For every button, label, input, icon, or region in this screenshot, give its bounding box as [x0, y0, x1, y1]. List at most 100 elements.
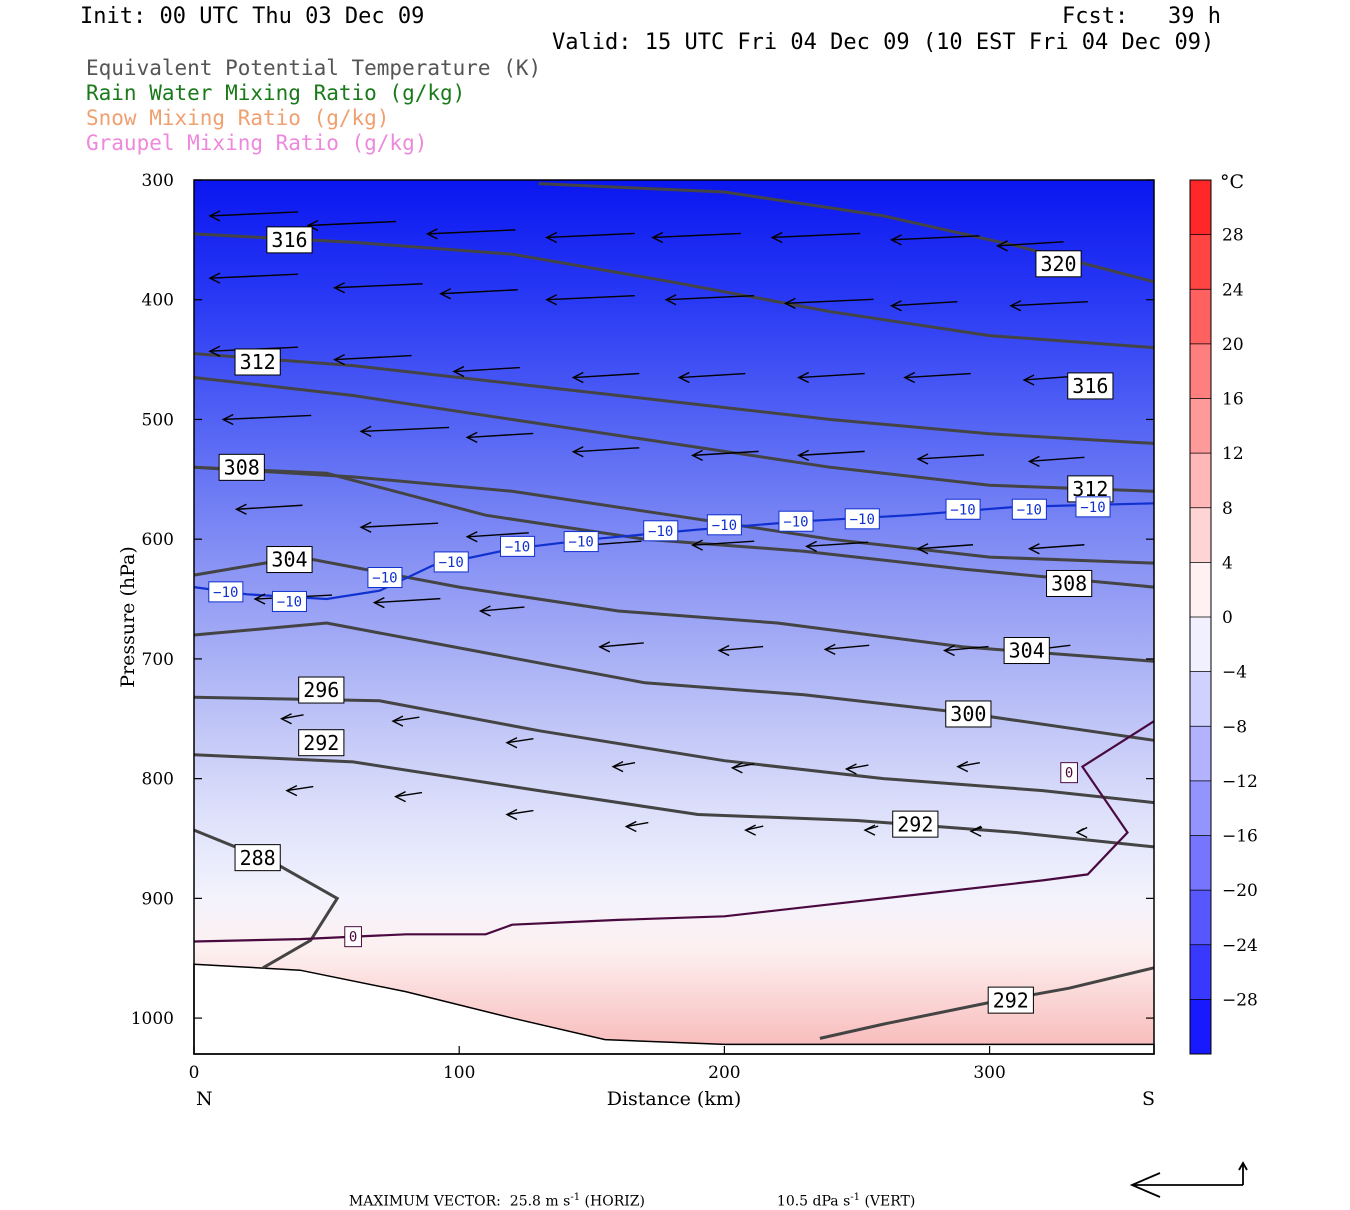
- colorbar-bin: [1190, 289, 1211, 345]
- wind-arrow: [394, 790, 423, 803]
- theta-e-label: 316: [1067, 372, 1114, 400]
- temperature-shading: [194, 180, 1154, 1054]
- theta-e-label: 292: [987, 986, 1034, 1014]
- max-vector-title: MAXIMUM VECTOR:: [348, 1193, 501, 1210]
- theta-e-contour: [193, 232, 1155, 350]
- wind-arrow: [571, 446, 640, 458]
- colorbar-tick-label: −28: [1222, 990, 1258, 1010]
- colorbar-bin: [1190, 507, 1211, 563]
- wind-arrow: [465, 531, 529, 543]
- y-tick-label: 700: [142, 650, 174, 670]
- colorbar-bin: [1190, 234, 1211, 290]
- wind-arrow: [969, 825, 983, 837]
- wind-arrow: [333, 353, 412, 366]
- colorbar-tick-label: 24: [1222, 280, 1244, 300]
- wind-arrow: [598, 641, 644, 653]
- wind-arrow: [805, 540, 869, 552]
- wind-arrow: [624, 820, 649, 833]
- wind-arrow: [208, 272, 298, 284]
- isotherm-minus10-label: −10: [563, 531, 599, 553]
- wind-arrow: [956, 761, 980, 773]
- wind-arrow: [279, 713, 304, 725]
- wind-arrow: [844, 763, 869, 775]
- svg-text:296: 296: [303, 678, 339, 702]
- x-tick-label: 0: [189, 1063, 200, 1083]
- isotherm-minus10-label: −10: [433, 551, 469, 573]
- svg-text:−10: −10: [1017, 502, 1042, 518]
- theta-e-contour: [193, 753, 1155, 849]
- colorbar-bin: [1190, 999, 1211, 1055]
- wind-arrow: [545, 231, 635, 244]
- wind-arrow: [359, 521, 439, 533]
- svg-text:316: 316: [271, 228, 307, 252]
- wind-arrow: [797, 371, 865, 384]
- colorbar-bin: [1190, 944, 1211, 1000]
- y-tick-label: 900: [142, 889, 174, 909]
- wind-arrow: [863, 824, 879, 836]
- wind-arrow: [425, 228, 516, 240]
- svg-text:0: 0: [349, 930, 357, 946]
- max-vector-vert-exp: -1: [850, 1192, 861, 1203]
- x-end-right: S: [1142, 1088, 1155, 1110]
- theta-e-label: 308: [1046, 569, 1093, 597]
- wind-arrow: [664, 294, 755, 306]
- colorbar-tick-label: −24: [1222, 936, 1258, 956]
- max-vector-horiz-exp: -1: [570, 1192, 581, 1203]
- svg-text:−10: −10: [277, 594, 302, 610]
- wind-arrow: [221, 413, 312, 426]
- valid-time: Valid: 15 UTC Fri 04 Dec 09 (10 EST Fri …: [552, 30, 1215, 55]
- wind-arrow: [730, 762, 755, 774]
- wind-arrow: [505, 737, 534, 749]
- max-vector-legend-icon: [1129, 1161, 1248, 1198]
- isotherm-minus10-label: −10: [1011, 498, 1047, 520]
- wind-arrow: [611, 761, 636, 773]
- max-vector-vert-value: 10.5 dPa s: [776, 1193, 851, 1210]
- colorbar-bin: [1190, 835, 1211, 891]
- y-tick-label: 400: [142, 291, 174, 311]
- colorbar-bin: [1190, 453, 1211, 509]
- svg-text:−10: −10: [850, 512, 875, 528]
- wind-arrow: [333, 282, 423, 294]
- wind-arrow: [359, 425, 450, 438]
- wind-arrow: [744, 824, 764, 836]
- svg-text:304: 304: [1009, 639, 1045, 663]
- colorbar-bin: [1190, 562, 1211, 618]
- y-tick-label: 1000: [131, 1009, 174, 1029]
- field-rain: Rain Water Mixing Ratio (g/kg): [86, 81, 466, 105]
- isotherm-minus10-label: −10: [643, 520, 679, 542]
- colorbar-bin: [1190, 180, 1211, 236]
- wind-arrow: [208, 210, 298, 222]
- theta-e-label: 300: [945, 700, 992, 728]
- svg-text:−10: −10: [1080, 500, 1105, 516]
- wind-arrow: [942, 644, 989, 657]
- svg-text:288: 288: [240, 846, 276, 870]
- isotherm-minus10-label: −10: [500, 535, 536, 557]
- colorbar-bin: [1190, 780, 1211, 836]
- isotherm-minus10-label: −10: [367, 566, 403, 588]
- colorbar-bin: [1190, 890, 1211, 946]
- wind-arrow: [285, 784, 314, 797]
- isotherm-zero-label: 0: [344, 926, 362, 948]
- isotherm-minus10-label: −10: [1075, 496, 1111, 518]
- wind-arrow: [465, 431, 534, 444]
- wind-arrow: [691, 449, 759, 461]
- svg-text:316: 316: [1072, 374, 1108, 398]
- wind-arrow: [797, 449, 865, 461]
- wind-arrow: [1027, 455, 1085, 467]
- wind-arrow: [306, 219, 397, 232]
- isotherm-minus10-label: −10: [945, 498, 981, 520]
- colorbar-tick-label: 16: [1222, 390, 1244, 410]
- field-snow: Snow Mixing Ratio (g/kg): [86, 106, 390, 130]
- wind-arrow: [372, 597, 441, 609]
- theta-e-contour: [193, 376, 1155, 493]
- max-vector-horiz-unit: (HORIZ): [584, 1193, 645, 1210]
- svg-text:−10: −10: [569, 535, 594, 551]
- svg-text:−10: −10: [950, 502, 975, 518]
- svg-text:−10: −10: [213, 585, 238, 601]
- colorbar-bin: [1190, 671, 1211, 727]
- wind-arrow: [677, 371, 746, 384]
- wind-arrow: [717, 644, 764, 657]
- theta-e-label: 316: [266, 226, 313, 254]
- theta-e-label: 292: [298, 729, 345, 757]
